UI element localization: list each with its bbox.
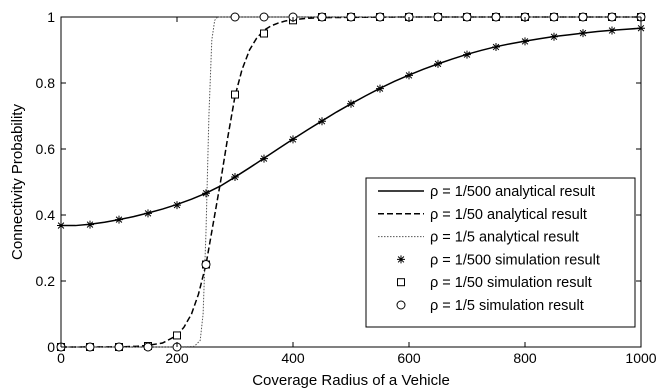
- data-point: [289, 135, 297, 144]
- x-tick-label: 200: [165, 350, 189, 366]
- data-point: [376, 84, 384, 93]
- data-point: [347, 99, 355, 108]
- legend-marker-swatch: [397, 278, 405, 287]
- x-tick-label: 1000: [625, 350, 656, 366]
- data-point: [202, 189, 210, 198]
- y-tick-label: 0.4: [36, 207, 56, 223]
- data-point: [231, 173, 239, 182]
- x-tick-label: 600: [397, 350, 421, 366]
- data-point: [434, 59, 442, 68]
- data-point: [201, 260, 211, 269]
- legend-entry-label: ρ = 1/5 analytical result: [430, 230, 579, 246]
- y-tick-label: 0: [47, 339, 55, 355]
- data-point: [607, 12, 617, 22]
- data-point: [173, 331, 181, 340]
- data-point: [608, 26, 616, 35]
- legend-entry-label: ρ = 1/5 simulation result: [430, 298, 584, 314]
- legend-box: [365, 177, 636, 328]
- y-tick-label: 1: [47, 9, 55, 25]
- data-point: [259, 12, 269, 22]
- data-point: [433, 12, 443, 22]
- data-point: [549, 12, 559, 22]
- data-point: [317, 12, 327, 22]
- data-point: [550, 32, 558, 41]
- data-point: [579, 29, 587, 38]
- data-point: [463, 50, 471, 59]
- legend-entry-label: ρ = 1/500 simulation result: [430, 252, 600, 268]
- data-point: [144, 209, 152, 218]
- series-line: [60, 16, 641, 348]
- data-point: [230, 12, 240, 22]
- legend: ρ = 1/500 analytical result ρ = 1/50 anal…: [365, 177, 636, 328]
- series-marks: [56, 12, 646, 352]
- data-point: [637, 24, 645, 33]
- data-point: [115, 215, 123, 224]
- data-point: [346, 12, 356, 22]
- data-point: [260, 29, 268, 38]
- data-point: [492, 43, 500, 52]
- data-point: [491, 12, 501, 22]
- legend-marker-swatch: [397, 255, 405, 264]
- series-3: [57, 24, 645, 230]
- data-point: [231, 90, 239, 99]
- x-tick-label: 800: [513, 350, 537, 366]
- legend-entry-label: ρ = 1/50 simulation result: [430, 275, 592, 291]
- legend-marker-swatch: [396, 300, 406, 310]
- data-point: [318, 117, 326, 126]
- y-tick-label: 0.6: [36, 141, 56, 157]
- data-point: [173, 201, 181, 210]
- y-tick-label: 0.8: [36, 75, 56, 91]
- data-point: [578, 12, 588, 22]
- data-point: [57, 221, 65, 230]
- data-point: [260, 154, 268, 163]
- data-point: [143, 342, 153, 352]
- legend-entry-label: ρ = 1/50 analytical result: [430, 207, 587, 223]
- data-point: [85, 342, 95, 352]
- data-point: [375, 12, 385, 22]
- x-axis-label: Coverage Radius of a Vehicle: [252, 372, 450, 389]
- data-point: [521, 37, 529, 46]
- legend-entry-label: ρ = 1/500 analytical result: [430, 184, 595, 200]
- data-point: [114, 342, 124, 352]
- x-tick-label: 400: [281, 350, 305, 366]
- y-axis-label: Connectivity Probability: [9, 104, 26, 260]
- data-point: [86, 220, 94, 229]
- series-1: [60, 16, 641, 348]
- data-point: [462, 12, 472, 22]
- axis-ticks: 0 200 400 600 800 1000 0 0.2 0.4 0.6 0.8 1: [36, 9, 657, 366]
- y-tick-label: 0.2: [36, 273, 56, 289]
- data-point: [405, 71, 413, 80]
- x-tick-label: 0: [57, 350, 65, 366]
